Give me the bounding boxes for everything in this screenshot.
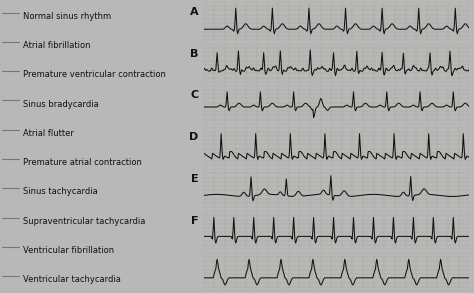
Text: Sinus tachycardia: Sinus tachycardia <box>23 188 98 196</box>
Text: Premature ventricular contraction: Premature ventricular contraction <box>23 70 166 79</box>
Text: C: C <box>190 91 198 100</box>
Text: Premature atrial contraction: Premature atrial contraction <box>23 158 142 167</box>
Text: Ventricular tachycardia: Ventricular tachycardia <box>23 275 121 284</box>
Text: F: F <box>191 216 198 226</box>
Text: Ventricular fibrillation: Ventricular fibrillation <box>23 246 114 255</box>
Text: Supraventricular tachycardia: Supraventricular tachycardia <box>23 217 146 226</box>
Text: Sinus bradycardia: Sinus bradycardia <box>23 100 99 108</box>
Text: E: E <box>191 174 198 184</box>
Text: D: D <box>189 132 198 142</box>
Text: B: B <box>190 49 198 59</box>
Text: Normal sinus rhythm: Normal sinus rhythm <box>23 12 111 21</box>
Text: Atrial fibrillation: Atrial fibrillation <box>23 41 91 50</box>
Text: A: A <box>190 7 198 17</box>
Text: Atrial flutter: Atrial flutter <box>23 129 74 138</box>
